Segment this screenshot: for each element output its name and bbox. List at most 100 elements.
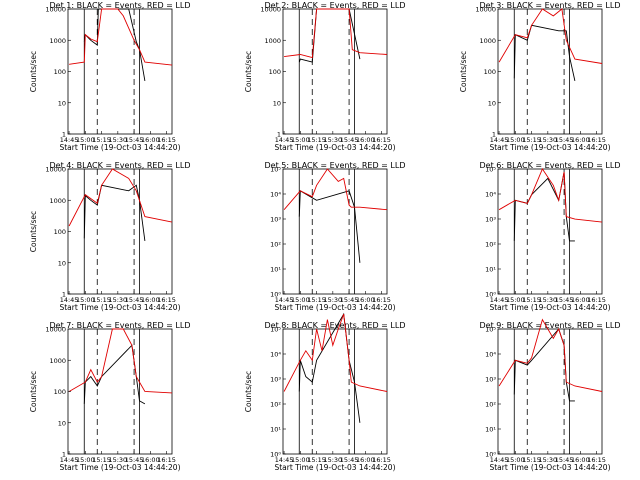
y-tick-label: 10¹ [485,266,496,274]
x-tick-label: 15:00 [506,136,525,144]
x-axis-label: Start Time (19-Oct-03 14:44:20) [489,303,610,312]
x-tick-label: 15:15 [522,456,541,464]
x-tick-label: 15:45 [340,136,359,144]
x-tick-label: 16:15 [372,296,391,304]
x-tick-label: 14:45 [490,136,509,144]
y-tick-label: 100 [484,68,496,76]
y-tick-label: 10² [270,241,281,249]
plot-frame [67,8,173,135]
y-tick-label: 10⁵ [270,166,281,174]
x-tick-label: 15:30 [323,456,342,464]
y-tick-label: 10² [270,401,281,409]
plot-frame [282,8,388,135]
y-tick-label: 10⁰ [485,451,496,459]
x-axis-label: Start Time (19-Oct-03 14:44:20) [489,463,610,472]
panel-title: Det 8: BLACK = Events, RED = LLD [265,321,406,330]
panel-det-7: Det 7: BLACK = Events, RED = LLD 1 10 100 10… [29,321,190,472]
series-lld [283,168,388,211]
y-tick-label: 1000 [479,37,496,45]
panel-title: Det 7: BLACK = Events, RED = LLD [50,321,191,330]
x-axis-label: Start Time (19-Oct-03 14:44:20) [274,143,395,152]
x-tick-label: 15:45 [555,456,574,464]
series-lld [498,8,603,64]
x-tick-label: 16:00 [141,456,160,464]
x-tick-label: 15:30 [538,296,557,304]
y-tick-label: 10000 [45,166,66,174]
y-tick-label: 10⁵ [485,326,496,334]
panel-det-3: Det 3: BLACK = Events, RED = LLD 1 10 100 10… [459,1,620,152]
y-tick-label: 1 [62,451,66,459]
x-tick-label: 16:00 [571,296,590,304]
series-events [83,8,146,81]
panel-title: Det 3: BLACK = Events, RED = LLD [480,1,621,10]
x-tick-label: 16:15 [157,296,176,304]
x-tick-label: 14:45 [60,456,79,464]
x-tick-label: 15:30 [108,136,127,144]
panel-title: Det 2: BLACK = Events, RED = LLD [265,1,406,10]
x-tick-label: 15:15 [92,456,111,464]
plot-frame [67,328,173,455]
x-tick-label: 15:00 [291,136,310,144]
y-axis-label: Counts/sec [244,371,253,412]
x-tick-label: 14:45 [275,296,294,304]
panel-det-8: Det 8: BLACK = Events, RED = LLD 10⁰ 10¹ 10… [244,312,406,472]
y-tick-label: 10 [58,99,66,107]
x-tick-label: 15:30 [323,296,342,304]
y-tick-label: 10⁵ [270,326,281,334]
y-tick-label: 10³ [485,216,496,224]
y-tick-label: 10⁵ [485,166,496,174]
y-tick-label: 10¹ [270,266,281,274]
y-tick-label: 10⁴ [270,351,281,359]
x-tick-label: 15:45 [125,296,144,304]
x-axis-label: Start Time (19-Oct-03 14:44:20) [59,463,180,472]
series-lld [69,8,173,66]
x-tick-label: 15:15 [92,296,111,304]
x-tick-label: 15:45 [340,456,359,464]
panel-title: Det 5: BLACK = Events, RED = LLD [265,161,406,170]
y-tick-label: 10 [58,419,66,427]
x-tick-label: 15:15 [307,456,326,464]
y-axis-label: Counts/sec [29,371,38,412]
panel-title: Det 1: BLACK = Events, RED = LLD [50,1,191,10]
y-axis-label: Counts/sec [244,51,253,92]
series-lld [283,313,388,392]
x-tick-label: 15:15 [92,136,111,144]
y-tick-label: 1 [62,291,66,299]
x-tick-label: 15:00 [291,456,310,464]
x-axis-label: Start Time (19-Oct-03 14:44:20) [59,303,180,312]
y-tick-label: 1000 [49,37,66,45]
y-tick-label: 10⁴ [485,191,496,199]
plot-frame [497,8,603,135]
y-tick-label: 10³ [270,376,281,384]
y-tick-label: 10000 [45,6,66,14]
x-tick-label: 16:00 [141,136,160,144]
y-tick-label: 10000 [45,326,66,334]
x-tick-label: 16:15 [372,456,391,464]
x-tick-label: 15:15 [522,136,541,144]
y-tick-label: 10⁴ [485,351,496,359]
series-lld [498,318,603,392]
y-tick-label: 100 [269,68,281,76]
x-tick-label: 14:45 [275,456,294,464]
y-tick-label: 10000 [260,6,281,14]
x-tick-label: 16:00 [571,456,590,464]
x-tick-label: 14:45 [490,456,509,464]
panel-det-4: Det 4: BLACK = Events, RED = LLD 1 10 100 10… [29,161,190,312]
x-tick-label: 15:45 [125,136,144,144]
y-axis-label: Counts/sec [29,51,38,92]
x-tick-label: 15:00 [76,296,95,304]
x-tick-label: 15:45 [340,296,359,304]
x-tick-label: 16:00 [571,136,590,144]
y-tick-label: 1 [492,131,496,139]
y-tick-label: 100 [54,68,66,76]
y-tick-label: 10¹ [485,426,496,434]
plot-frame [282,328,388,455]
x-tick-label: 15:00 [506,456,525,464]
x-tick-label: 15:00 [76,136,95,144]
x-tick-label: 15:15 [522,296,541,304]
series-events [298,312,361,423]
x-tick-label: 14:45 [60,296,79,304]
panel-title: Det 9: BLACK = Events, RED = LLD [480,321,621,330]
series-events [513,328,575,402]
x-tick-label: 14:45 [60,136,79,144]
